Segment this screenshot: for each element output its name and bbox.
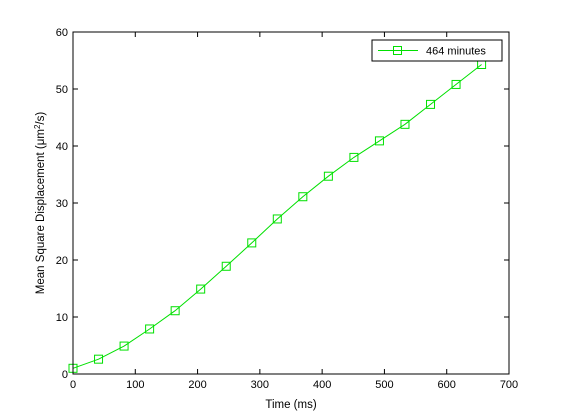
x-tick-label: 0 (70, 379, 76, 391)
data-point-marker (400, 119, 410, 129)
data-point-marker (426, 99, 436, 109)
y-tick-label: 0 (62, 369, 68, 381)
y-axis-title-suffix: /s) (35, 112, 47, 125)
data-point-marker (221, 261, 231, 271)
data-point-marker (145, 324, 155, 334)
ticks-layer: 0 100 200 300 400 500 600 700 0 10 20 30 40 50 60 (56, 27, 518, 391)
y-tick-label: 40 (56, 141, 68, 153)
y-tick-label: 20 (56, 255, 68, 267)
data-point-marker (272, 214, 282, 224)
x-tick-label: 300 (251, 379, 269, 391)
x-tick-label: 100 (126, 379, 144, 391)
plot-area (73, 32, 509, 374)
legend: 464 minutes (371, 39, 503, 62)
data-point-marker (349, 152, 359, 162)
x-tick-label: 700 (500, 379, 518, 391)
y-tick-label: 10 (56, 312, 68, 324)
x-tick-label: 200 (188, 379, 206, 391)
data-point-marker (119, 341, 129, 351)
data-point-marker (374, 136, 384, 146)
data-point-marker (170, 306, 180, 316)
data-point-marker (94, 354, 104, 364)
y-tick-label: 30 (56, 198, 68, 210)
x-axis-title: Time (ms) (265, 399, 316, 411)
legend-marker (393, 46, 402, 55)
y-axis-title-unit: μm (35, 129, 47, 145)
series-line (72, 64, 482, 369)
x-tick-label: 500 (375, 379, 393, 391)
legend-label: 464 minutes (426, 46, 486, 58)
y-axis-title-sup: 2 (33, 124, 42, 129)
legend-box (371, 39, 503, 62)
data-point-marker (247, 238, 257, 248)
data-point-marker (298, 192, 308, 202)
data-point-marker (451, 79, 461, 89)
y-tick-label: 50 (56, 84, 68, 96)
x-tick-label: 600 (438, 379, 456, 391)
data-point-marker (196, 284, 206, 294)
x-tick-label: 400 (313, 379, 331, 391)
y-axis-title: Mean Square Displacement (μm2/s) (33, 112, 48, 295)
data-point-marker (323, 171, 333, 181)
plot-frame (72, 31, 510, 375)
y-axis-title-prefix: Mean Square Displacement ( (35, 145, 47, 294)
y-tick-label: 60 (56, 27, 68, 39)
series-layer (68, 59, 487, 373)
